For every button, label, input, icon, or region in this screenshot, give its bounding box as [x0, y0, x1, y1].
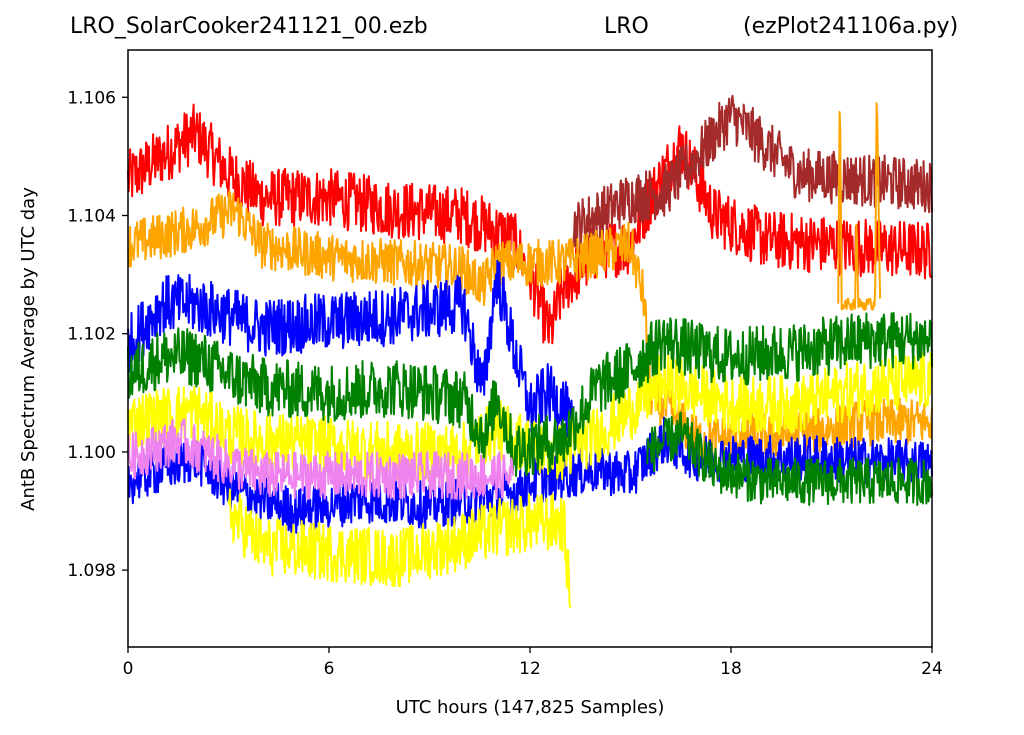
- series-line-10: [837, 102, 882, 311]
- series-line-6: [227, 488, 572, 609]
- y-tick-label: 1.104: [67, 207, 116, 227]
- y-axis-label: AntB Spectrum Average by UTC day: [18, 187, 39, 511]
- x-axis: 0 6 12 18 24: [123, 647, 943, 679]
- x-axis-label: UTC hours (147,825 Samples): [396, 697, 665, 718]
- series-line-7: [127, 311, 933, 477]
- x-tick-label: 24: [921, 659, 943, 679]
- series-line-8: [646, 411, 933, 506]
- y-tick-label: 1.098: [67, 561, 116, 581]
- chart-title-site: LRO: [604, 14, 649, 39]
- series-layer: [127, 94, 933, 609]
- y-axis: 1.098 1.100 1.102 1.104 1.106: [67, 88, 128, 581]
- y-tick-label: 1.100: [67, 443, 116, 463]
- x-tick-label: 6: [324, 659, 335, 679]
- series-line-9: [127, 418, 515, 501]
- series-line-0: [127, 103, 933, 345]
- series-line-3: [127, 259, 575, 441]
- chart-title-file: LRO_SolarCooker241121_00.ezb: [70, 14, 428, 39]
- x-tick-label: 12: [519, 659, 541, 679]
- chart-title-script: (ezPlot241106a.py): [743, 14, 959, 39]
- series-line-1: [572, 94, 933, 253]
- y-tick-label: 1.106: [67, 88, 116, 108]
- x-tick-label: 0: [123, 659, 134, 679]
- y-tick-label: 1.102: [67, 325, 116, 345]
- x-tick-label: 18: [720, 659, 742, 679]
